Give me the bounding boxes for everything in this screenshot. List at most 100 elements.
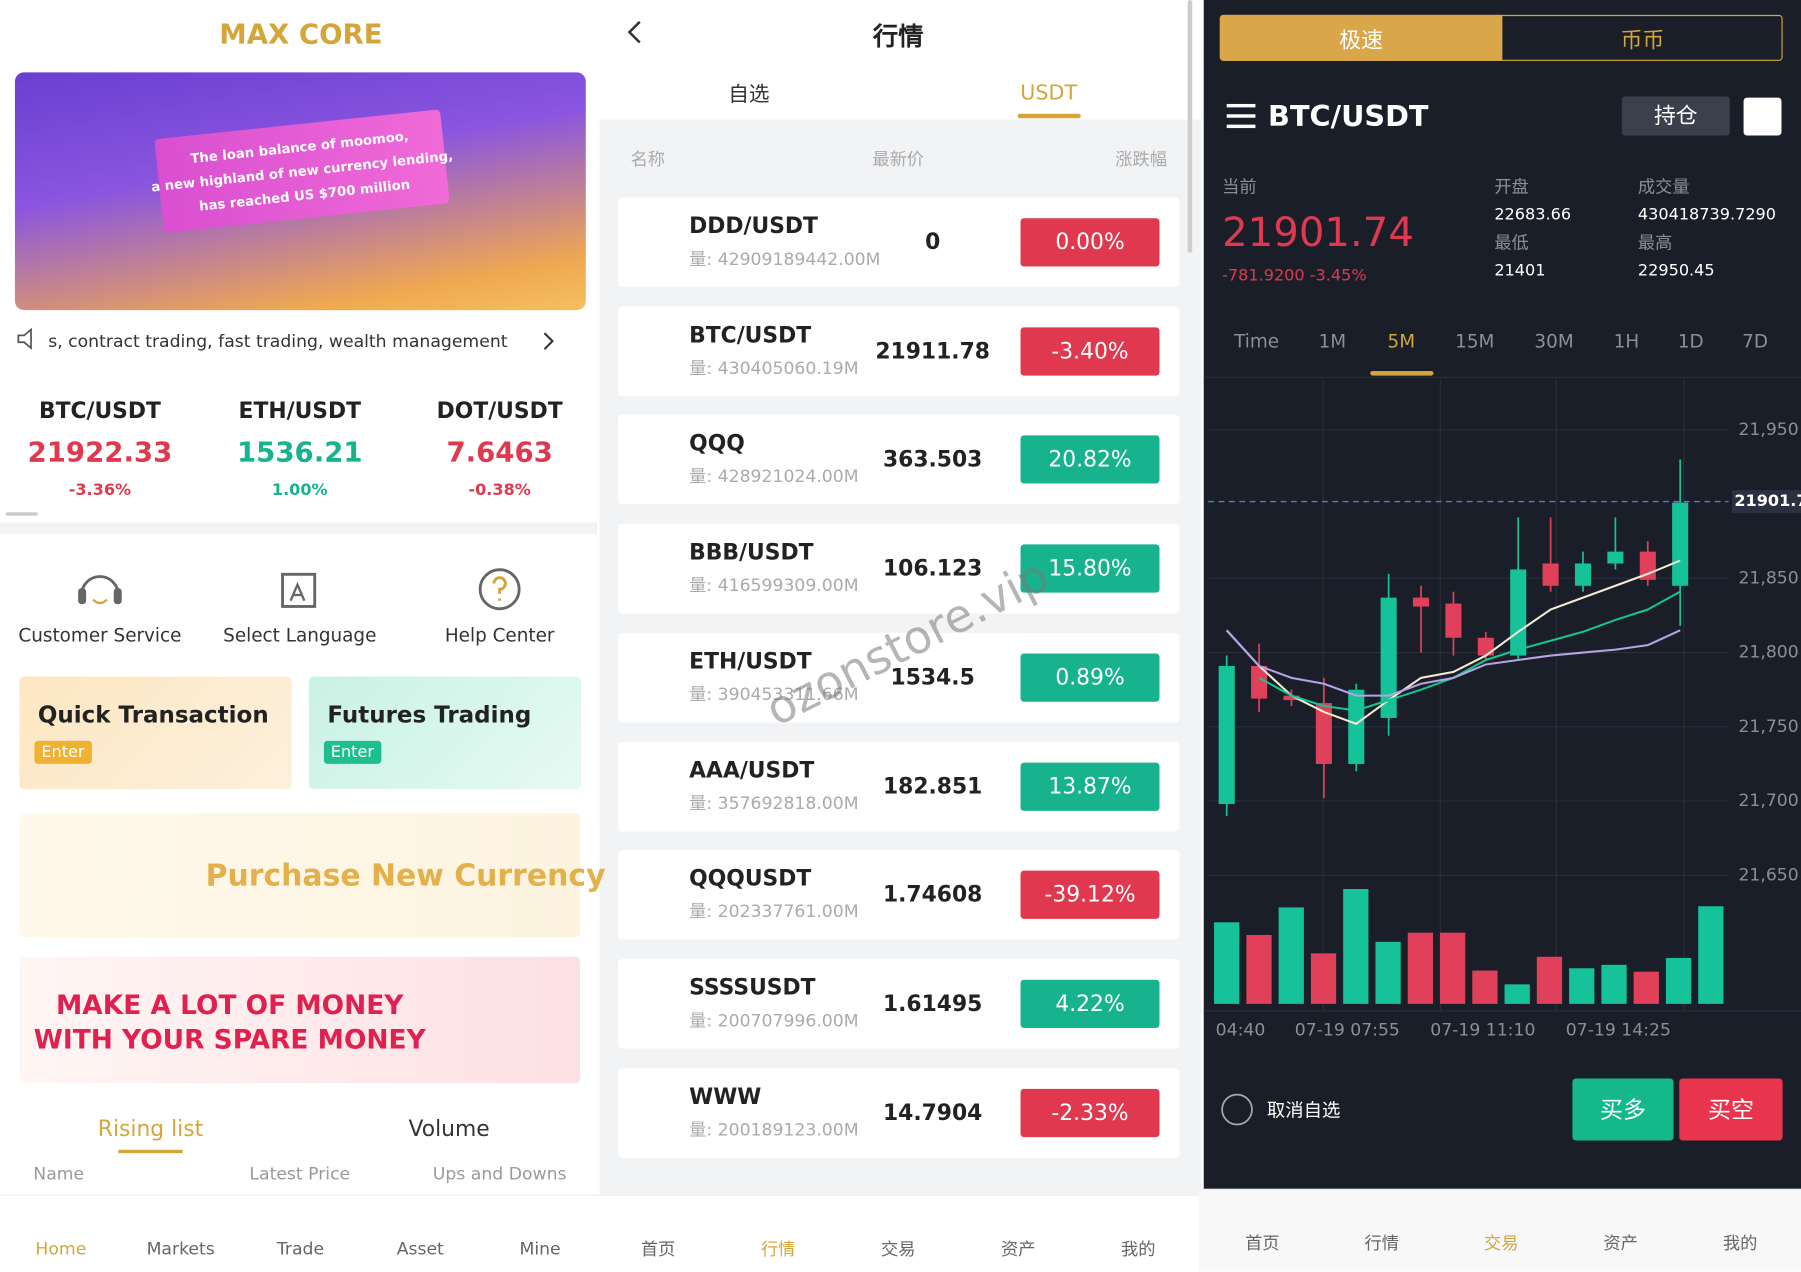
volume-bar bbox=[1504, 984, 1530, 1004]
favorite-label[interactable]: 取消自选 bbox=[1266, 1099, 1341, 1122]
list-tab-underline bbox=[118, 1149, 183, 1154]
pair-name: WWW bbox=[689, 1083, 762, 1110]
stat-value: 430418739.7290 bbox=[1637, 205, 1777, 224]
y-tick-label: 21,650 bbox=[1738, 865, 1798, 885]
card-title: Quick Transaction bbox=[37, 700, 269, 729]
pair-volume: 量: 200189123.00M bbox=[689, 1118, 859, 1140]
nav-label[interactable]: 行情 bbox=[760, 1238, 796, 1260]
card-button[interactable]: Enter bbox=[34, 740, 92, 764]
ticker-change: -3.36% bbox=[68, 481, 132, 500]
pair-name: DDD/USDT bbox=[689, 213, 818, 239]
nav-label[interactable]: 资产 bbox=[1000, 1238, 1036, 1260]
shortcut-label[interactable]: Customer Service bbox=[18, 624, 182, 647]
pair-name: SSSSUSDT bbox=[689, 975, 816, 1001]
nav-label[interactable]: 首页 bbox=[640, 1238, 676, 1260]
service-icon bbox=[80, 575, 120, 596]
ticker-price: 1536.21 bbox=[237, 436, 363, 469]
menu-icon bbox=[1226, 103, 1256, 108]
shortcut-label[interactable]: Select Language bbox=[223, 624, 377, 647]
service-icon bbox=[78, 588, 87, 605]
stat-label: 当前 bbox=[1222, 176, 1257, 197]
nav-label[interactable]: 交易 bbox=[880, 1238, 916, 1260]
y-tick-label: 21,700 bbox=[1738, 791, 1798, 811]
hold-button[interactable]: 持仓 bbox=[1621, 96, 1730, 136]
candle-body bbox=[1380, 597, 1397, 718]
pair-price: 1.74608 bbox=[882, 882, 983, 908]
interval-tab[interactable]: Time bbox=[1234, 330, 1280, 353]
market-tab[interactable]: 自选 bbox=[728, 82, 770, 107]
ma-line bbox=[1258, 590, 1681, 712]
pair-price: 1.61495 bbox=[882, 991, 983, 1017]
interval-tab[interactable]: 1D bbox=[1677, 330, 1704, 353]
nav-label[interactable]: Home bbox=[35, 1238, 87, 1259]
nav-label[interactable]: 资产 bbox=[1603, 1233, 1638, 1254]
nav-label[interactable]: Asset bbox=[396, 1238, 444, 1259]
mode-tab[interactable]: 币币 bbox=[1620, 28, 1665, 54]
pair-name: QQQ bbox=[689, 431, 745, 457]
market-tab[interactable]: USDT bbox=[1020, 80, 1078, 106]
nav-label[interactable]: 我的 bbox=[1121, 1238, 1156, 1260]
pair-volume: 量: 416599309.00M bbox=[689, 574, 859, 596]
feature-card[interactable] bbox=[19, 676, 292, 790]
interval-tab[interactable]: 30M bbox=[1534, 330, 1574, 353]
chart-divider bbox=[1203, 376, 1801, 378]
y-tick-label: 21,850 bbox=[1738, 568, 1798, 588]
candle-body bbox=[1445, 603, 1462, 638]
volume-bar bbox=[1633, 971, 1659, 1004]
back-arrow bbox=[627, 20, 641, 44]
stat-value: 22950.45 bbox=[1637, 261, 1715, 281]
y-tick-label: 21,800 bbox=[1738, 643, 1798, 663]
mode-active bbox=[1219, 14, 1503, 61]
list-tab[interactable]: Volume bbox=[408, 1116, 490, 1142]
feature-card[interactable] bbox=[308, 676, 582, 790]
candle-body bbox=[1477, 637, 1494, 656]
interval-tab[interactable]: 1H bbox=[1613, 330, 1640, 353]
x-tick-label: 07-19 11:10 bbox=[1430, 1020, 1535, 1040]
app-title: MAX CORE bbox=[219, 18, 383, 51]
nav-label[interactable]: Trade bbox=[276, 1238, 325, 1259]
slogan-banner[interactable] bbox=[19, 956, 581, 1084]
stat-label: 开盘 bbox=[1494, 176, 1529, 197]
sell-button[interactable]: 买空 bbox=[1679, 1078, 1783, 1141]
volume-bar bbox=[1246, 934, 1272, 1004]
scrollbar bbox=[1187, 0, 1193, 253]
interval-tab[interactable]: 15M bbox=[1455, 330, 1495, 353]
stat-label: 最低 bbox=[1494, 232, 1529, 254]
shortcut-label[interactable]: Help Center bbox=[444, 624, 555, 647]
x-tick-label: 07-19 07:55 bbox=[1295, 1020, 1400, 1040]
list-tab[interactable]: Rising list bbox=[97, 1116, 204, 1142]
nav-label[interactable]: 我的 bbox=[1722, 1233, 1758, 1254]
pair-price: 182.851 bbox=[882, 773, 983, 799]
candle-body bbox=[1315, 703, 1332, 764]
candle-body bbox=[1672, 502, 1689, 586]
bottom-nav bbox=[1199, 1188, 1801, 1272]
nav-label[interactable]: 行情 bbox=[1364, 1233, 1400, 1254]
interval-tab[interactable]: 1M bbox=[1318, 330, 1347, 353]
nav-label[interactable]: Markets bbox=[146, 1238, 215, 1259]
banner: The loan balance of moomoo, a new highlan… bbox=[14, 72, 586, 311]
interval-tab[interactable]: 5M bbox=[1387, 330, 1416, 353]
mode-tab[interactable]: 极速 bbox=[1339, 28, 1383, 54]
pair-price: 21911.78 bbox=[875, 338, 990, 364]
volume-bar bbox=[1343, 889, 1369, 1004]
nav-label[interactable]: 交易 bbox=[1483, 1233, 1519, 1254]
promo-banner[interactable] bbox=[19, 813, 581, 938]
pair-price: 1534.5 bbox=[890, 664, 975, 691]
nav-label[interactable]: 首页 bbox=[1245, 1233, 1280, 1254]
theme-button[interactable] bbox=[1743, 97, 1782, 136]
pair-volume: 量: 42909189442.00M bbox=[689, 248, 881, 270]
favorite-toggle bbox=[1221, 1093, 1253, 1126]
card-button[interactable]: Enter bbox=[323, 740, 381, 764]
interval-tab[interactable]: 7D bbox=[1742, 330, 1768, 353]
card-title: Futures Trading bbox=[327, 700, 532, 729]
trade-pair[interactable]: BTC/USDT bbox=[1268, 99, 1429, 133]
menu-icon bbox=[1226, 114, 1256, 118]
change-badge: 4.22% bbox=[1020, 979, 1160, 1028]
nav-label[interactable]: Mine bbox=[519, 1238, 561, 1259]
stat-value: 21401 bbox=[1494, 261, 1546, 281]
buy-button[interactable]: 买多 bbox=[1572, 1078, 1674, 1141]
help-icon bbox=[478, 568, 521, 611]
change-badge: 0.00% bbox=[1020, 218, 1160, 267]
language-icon bbox=[281, 572, 317, 608]
pair-price: 106.123 bbox=[882, 556, 983, 582]
